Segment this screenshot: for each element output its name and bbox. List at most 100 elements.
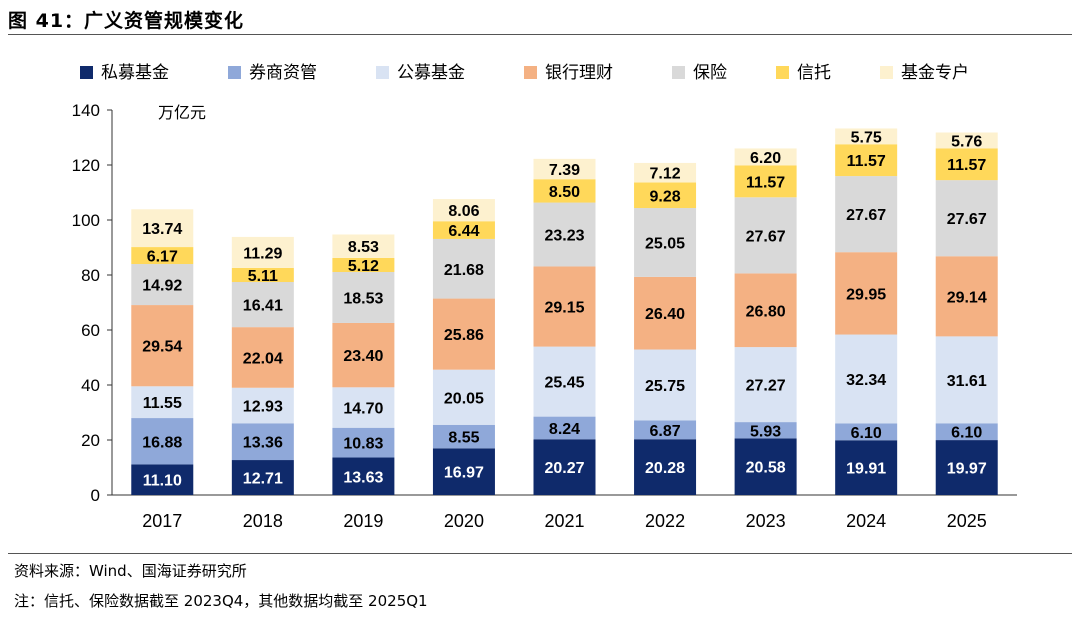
bar-segment <box>131 247 194 265</box>
data-label: 26.40 <box>645 306 685 323</box>
x-tick-label: 2022 <box>645 511 685 531</box>
data-label: 27.67 <box>846 207 886 224</box>
source-note: 资料来源：Wind、国海证券研究所 <box>14 562 247 580</box>
data-label: 18.53 <box>343 290 383 307</box>
data-label: 29.14 <box>947 289 987 306</box>
bar-segment <box>533 202 596 267</box>
bar-segment <box>533 439 596 495</box>
y-axis-unit-label: 万亿元 <box>158 104 206 122</box>
bar-segment <box>935 148 998 181</box>
data-label: 6.10 <box>851 425 882 442</box>
data-label: 5.11 <box>248 268 278 285</box>
legend-label-1: 私募基金 <box>101 63 169 82</box>
bar-segment <box>332 322 395 388</box>
data-label: 27.67 <box>947 211 987 228</box>
data-label: 20.28 <box>645 460 685 477</box>
data-label: 11.57 <box>746 174 785 191</box>
data-label: 8.53 <box>348 239 379 256</box>
data-label: 6.10 <box>951 425 982 442</box>
bar-segment <box>935 256 998 337</box>
legend-swatch-5 <box>672 66 685 79</box>
bar-segment <box>634 162 697 183</box>
bar-segment <box>634 439 697 495</box>
y-tick-label: 40 <box>81 376 100 395</box>
data-label: 12.93 <box>243 399 283 416</box>
data-label: 11.29 <box>243 245 282 262</box>
data-label: 23.23 <box>544 228 584 245</box>
y-tick-label: 140 <box>72 101 100 120</box>
data-label: 20.58 <box>746 460 786 477</box>
figure-title: 图 41：广义资管规模变化 <box>8 10 245 32</box>
bar-segment <box>634 182 697 209</box>
bar-segment <box>734 197 797 274</box>
bar-segment <box>432 448 495 495</box>
data-label: 16.41 <box>243 298 283 315</box>
bar-segment <box>332 257 395 273</box>
bar-segment <box>734 347 797 423</box>
bar-segment <box>231 282 294 328</box>
bar-segment <box>734 273 797 348</box>
legend-label-6: 信托 <box>797 63 831 82</box>
y-tick-label: 60 <box>81 321 100 340</box>
legend-swatch-1 <box>80 66 93 79</box>
bar-segment <box>634 276 697 350</box>
bar-segment <box>634 208 697 277</box>
legend-swatch-4 <box>524 66 537 79</box>
x-tick-label: 2020 <box>444 511 484 531</box>
bar-segment <box>231 327 294 388</box>
data-label: 13.74 <box>142 221 182 238</box>
bar-segment <box>332 427 395 458</box>
bar-segment <box>332 457 395 495</box>
bar-segment <box>432 298 495 370</box>
bar-segment <box>835 252 898 335</box>
data-label: 25.75 <box>645 378 685 395</box>
bar-segment <box>231 267 294 283</box>
data-label: 19.97 <box>947 461 987 478</box>
bar-segment <box>131 305 194 387</box>
x-tick-label: 2019 <box>343 511 383 531</box>
data-label: 19.91 <box>846 461 886 478</box>
bar-segment <box>231 387 294 424</box>
bar-segment <box>332 387 395 428</box>
data-label: 13.63 <box>343 469 383 486</box>
data-label: 21.68 <box>444 262 484 279</box>
bar-segment <box>935 440 998 495</box>
data-label: 20.27 <box>544 460 584 477</box>
data-label: 31.61 <box>947 373 987 390</box>
bar-segment <box>734 148 797 166</box>
bar-segment <box>231 423 294 461</box>
chart-bars: 11.10 16.88 11.55 29.54 14.92 6.17 13.74 12.71 1… <box>131 128 998 495</box>
data-label: 6.44 <box>448 223 479 240</box>
bar-segment <box>131 418 194 465</box>
x-tick-label: 2021 <box>544 511 584 531</box>
stacked-bar-chart: 私募基金 券商资管 公募基金 银行理财 保险 信托 基金专户 0 20 40 60 80 100 120… <box>72 63 1017 531</box>
data-label: 6.87 <box>649 423 680 440</box>
bar-segment <box>935 336 998 424</box>
data-label: 16.88 <box>142 434 182 451</box>
bar-segment <box>533 346 596 417</box>
data-label: 6.17 <box>147 249 178 266</box>
data-label: 14.92 <box>142 278 182 295</box>
data-label: 12.71 <box>243 471 283 488</box>
bar-segment <box>332 272 395 323</box>
data-label: 23.40 <box>343 348 383 365</box>
data-label: 25.86 <box>444 327 484 344</box>
bar-segment <box>432 238 495 299</box>
bar-segment <box>835 423 898 441</box>
bar-segment <box>634 349 697 421</box>
bar-segment <box>131 209 194 248</box>
bar-segment <box>432 424 495 449</box>
data-label: 9.28 <box>649 188 680 205</box>
data-label: 5.12 <box>348 258 379 275</box>
footnote: 注：信托、保险数据截至 2023Q4，其他数据均截至 2025Q1 <box>14 592 428 610</box>
top-divider <box>8 34 1072 35</box>
legend-swatch-6 <box>776 66 789 79</box>
bar-segment <box>835 144 898 177</box>
data-label: 11.55 <box>143 395 182 412</box>
bar-segment <box>935 132 998 149</box>
bar-segment <box>835 176 898 253</box>
bar-segment <box>432 221 495 239</box>
bar-segment <box>432 369 495 425</box>
bar-segment <box>432 199 495 222</box>
bar-segment <box>935 180 998 257</box>
